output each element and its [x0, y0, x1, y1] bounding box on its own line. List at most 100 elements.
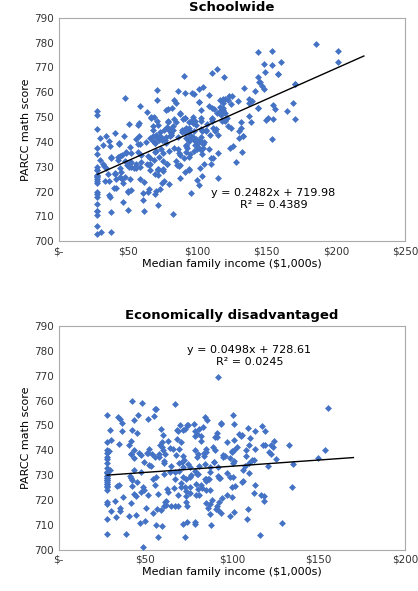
- Point: [129, 425, 135, 434]
- Point: [265, 461, 272, 470]
- Point: [150, 474, 156, 483]
- Point: [208, 114, 215, 124]
- Point: [168, 131, 175, 140]
- Point: [127, 142, 133, 152]
- Point: [144, 151, 151, 161]
- Point: [159, 178, 166, 187]
- Point: [168, 130, 174, 139]
- Point: [261, 60, 268, 69]
- Point: [202, 475, 209, 484]
- Point: [212, 126, 218, 136]
- Point: [153, 404, 159, 414]
- Point: [137, 518, 143, 527]
- Point: [135, 118, 142, 128]
- Point: [216, 106, 223, 115]
- Point: [246, 111, 252, 121]
- Point: [223, 491, 230, 500]
- Point: [145, 187, 151, 196]
- Point: [214, 502, 221, 511]
- Point: [193, 453, 200, 462]
- Point: [213, 428, 220, 437]
- Point: [160, 166, 167, 176]
- Point: [175, 427, 181, 436]
- Point: [186, 130, 193, 139]
- Point: [94, 172, 101, 181]
- Point: [145, 161, 152, 170]
- Point: [180, 426, 186, 435]
- Point: [155, 449, 162, 459]
- Point: [180, 114, 186, 124]
- Point: [131, 453, 138, 463]
- Point: [191, 445, 198, 454]
- Point: [105, 446, 112, 456]
- Point: [186, 483, 193, 492]
- Point: [94, 143, 101, 152]
- Point: [189, 89, 196, 98]
- Point: [199, 171, 205, 181]
- Point: [117, 173, 124, 182]
- Point: [130, 489, 137, 499]
- Point: [197, 116, 204, 125]
- Point: [142, 137, 149, 147]
- Point: [265, 447, 272, 457]
- Point: [149, 125, 156, 135]
- Point: [187, 462, 194, 472]
- Point: [208, 154, 214, 163]
- Point: [198, 145, 204, 155]
- Point: [138, 450, 145, 460]
- Point: [188, 188, 194, 197]
- Point: [127, 473, 134, 483]
- Point: [126, 174, 133, 183]
- Point: [237, 118, 244, 127]
- Point: [168, 129, 174, 138]
- Point: [242, 452, 249, 461]
- Point: [181, 153, 188, 163]
- Point: [270, 443, 277, 452]
- Point: [202, 447, 209, 456]
- Point: [173, 450, 179, 460]
- Point: [335, 46, 342, 56]
- Point: [288, 482, 295, 491]
- Point: [104, 473, 110, 482]
- Point: [194, 138, 201, 148]
- Point: [263, 115, 270, 125]
- Point: [201, 159, 207, 168]
- Point: [182, 88, 189, 98]
- Point: [195, 485, 201, 494]
- Point: [131, 164, 138, 173]
- Point: [221, 72, 228, 81]
- Point: [123, 147, 130, 157]
- Point: [192, 519, 199, 529]
- Point: [228, 123, 235, 132]
- Point: [108, 227, 115, 236]
- Point: [215, 472, 222, 481]
- Point: [175, 132, 181, 142]
- Point: [291, 80, 298, 89]
- Point: [140, 189, 147, 198]
- Point: [137, 101, 143, 111]
- Point: [104, 479, 110, 489]
- Point: [209, 103, 215, 113]
- Point: [153, 520, 160, 530]
- Point: [167, 461, 174, 470]
- Point: [167, 126, 173, 136]
- Point: [169, 103, 176, 113]
- Point: [176, 458, 182, 467]
- Point: [203, 120, 210, 129]
- Point: [127, 449, 134, 459]
- Point: [214, 65, 221, 74]
- Point: [229, 492, 235, 502]
- Point: [202, 498, 209, 508]
- Point: [118, 167, 125, 177]
- Point: [215, 149, 222, 158]
- Point: [188, 116, 195, 126]
- Point: [145, 449, 151, 458]
- Point: [175, 144, 182, 154]
- Point: [170, 209, 177, 219]
- Point: [170, 483, 177, 493]
- Point: [140, 178, 147, 187]
- Point: [174, 161, 181, 170]
- Point: [105, 170, 112, 179]
- Point: [183, 134, 190, 143]
- Point: [209, 154, 216, 163]
